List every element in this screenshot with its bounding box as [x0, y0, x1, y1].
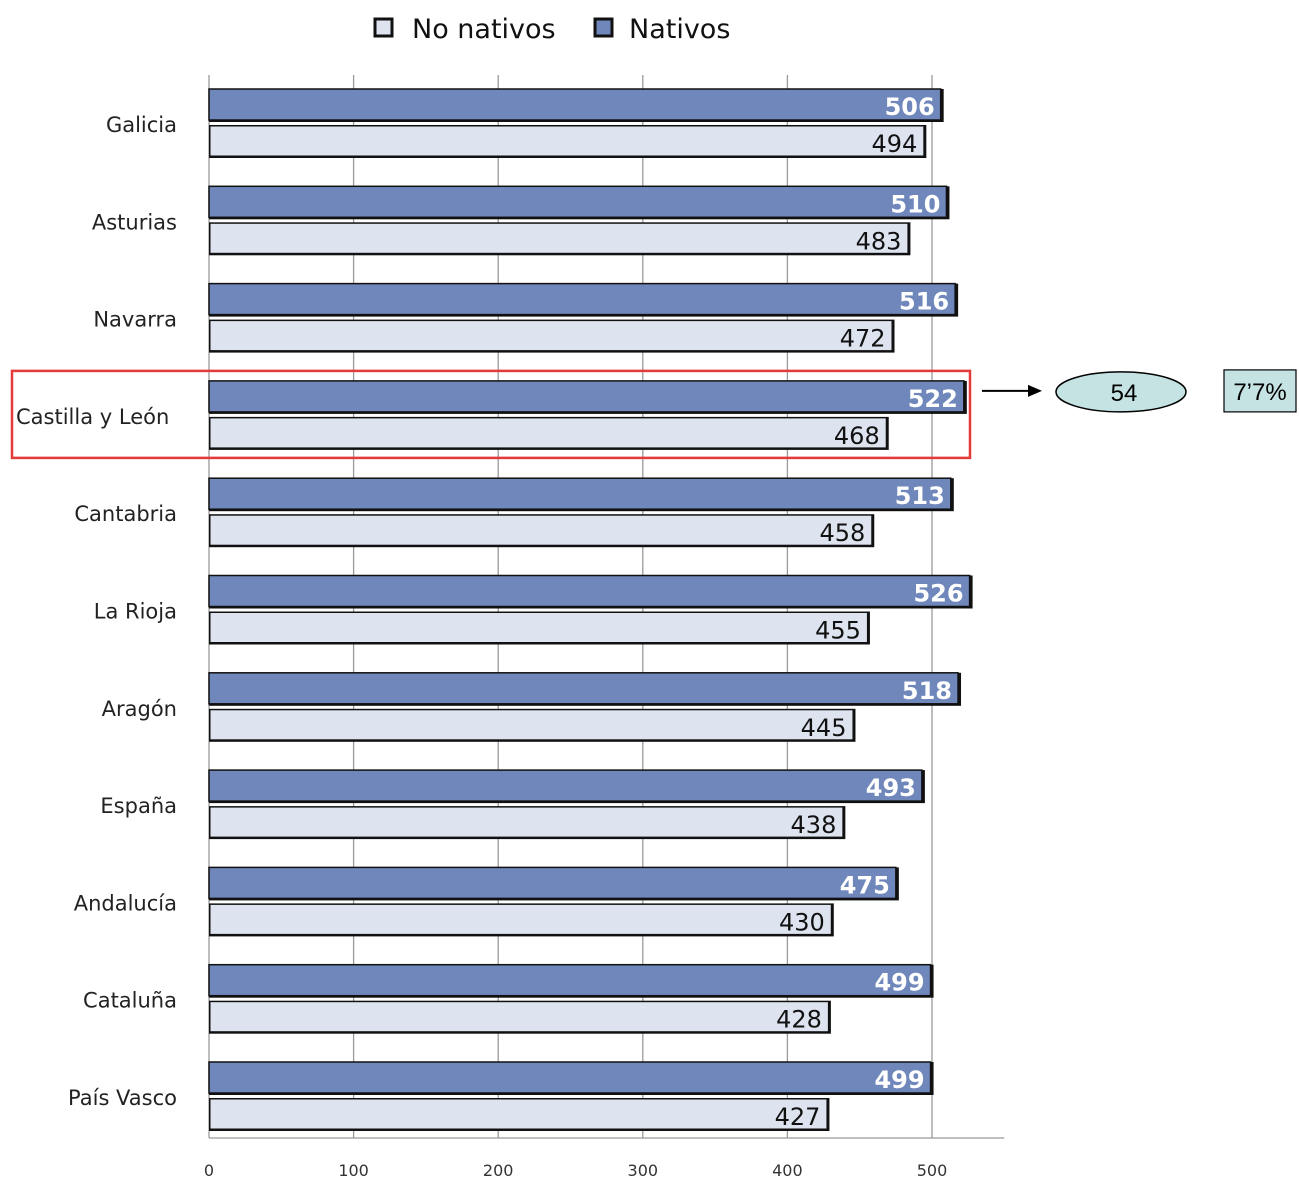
value-label-nativos-cantabria: 513	[895, 482, 945, 510]
category-label-espa-a: España	[100, 794, 177, 818]
category-label-andaluc-a: Andalucía	[74, 891, 177, 915]
x-tick-label-200: 200	[483, 1161, 514, 1180]
category-label-navarra: Navarra	[93, 308, 177, 332]
value-label-no-nativos-pa-s-vasco: 427	[775, 1103, 821, 1131]
difference-bubble	[1055, 371, 1187, 413]
value-label-no-nativos-navarra: 472	[840, 325, 886, 353]
bar-nativos-arag-n	[208, 672, 959, 705]
value-label-nativos-galicia: 506	[885, 93, 935, 121]
bar-no-nativos-espa-a	[210, 807, 843, 837]
bar-no-nativos-andaluc-a	[210, 904, 831, 934]
x-tick-label-400: 400	[772, 1161, 803, 1180]
value-label-nativos-espa-a: 493	[866, 774, 916, 802]
percent-box	[1223, 369, 1297, 413]
bar-nativos-pa-s-vasco	[208, 1061, 932, 1094]
percent-label: 7’7%	[1233, 379, 1286, 406]
x-tick-label-100: 100	[338, 1161, 369, 1180]
highlight-box	[10, 369, 972, 460]
value-label-no-nativos-galicia: 494	[872, 130, 918, 158]
category-label-galicia: Galicia	[106, 113, 177, 137]
bar-no-nativos-la-rioja	[210, 613, 867, 642]
value-label-nativos-navarra: 516	[899, 288, 949, 316]
value-label-no-nativos-catalu-a: 428	[776, 1006, 822, 1034]
value-label-no-nativos-castilla-y-le-n: 468	[834, 422, 880, 450]
highlight-annotation: 54 7’7%	[10, 369, 1297, 460]
value-label-nativos-asturias: 510	[890, 190, 940, 218]
value-label-nativos-la-rioja: 526	[913, 580, 963, 608]
bar-no-nativos-galicia	[210, 126, 924, 156]
bar-no-nativos-cantabria	[210, 515, 872, 545]
value-label-nativos-pa-s-vasco: 499	[874, 1066, 924, 1094]
category-label-pa-s-vasco: País Vasco	[68, 1086, 177, 1110]
value-label-nativos-arag-n: 518	[902, 677, 952, 705]
category-label-cantabria: Cantabria	[74, 502, 177, 526]
bar-no-nativos-arag-n	[210, 710, 853, 740]
bar-nativos-espa-a	[208, 769, 923, 802]
bar-nativos-galicia	[208, 88, 942, 121]
value-label-nativos-castilla-y-le-n: 522	[908, 385, 958, 413]
value-label-no-nativos-andaluc-a: 430	[779, 908, 825, 936]
value-label-nativos-andaluc-a: 475	[840, 871, 890, 899]
x-tick-label-500: 500	[917, 1161, 948, 1180]
value-label-nativos-catalu-a: 499	[874, 969, 924, 997]
x-tick-label-0: 0	[204, 1161, 214, 1180]
category-label-arag-n: Aragón	[102, 697, 177, 721]
bar-nativos-catalu-a	[208, 963, 932, 997]
arrow-head	[1028, 384, 1042, 397]
value-label-no-nativos-cantabria: 458	[819, 519, 865, 547]
legend-label-nativos: Nativos	[629, 14, 730, 45]
value-label-no-nativos-asturias: 483	[856, 227, 902, 255]
bar-nativos-castilla-y-le-n	[208, 380, 965, 413]
x-tick-label-300: 300	[628, 1161, 659, 1180]
difference-label: 54	[1111, 380, 1138, 407]
bars: 506 494 510 483 516 472 522 468 513 458 526 455 518 4…	[208, 88, 973, 1131]
bar-nativos-la-rioja	[208, 574, 971, 608]
category-label-asturias: Asturias	[92, 210, 177, 234]
value-label-no-nativos-arag-n: 445	[801, 714, 847, 742]
value-label-no-nativos-espa-a: 438	[791, 811, 837, 839]
x-axis-ticks: 0 100 200 300 400 500	[204, 1161, 947, 1180]
category-label-castilla-y-le-n: Castilla y León	[16, 405, 169, 429]
bar-nativos-navarra	[208, 282, 956, 316]
legend-swatch-no-nativos	[373, 17, 394, 38]
legend-swatch-nativos	[593, 17, 614, 38]
category-label-la-rioja: La Rioja	[94, 600, 177, 624]
bar-no-nativos-navarra	[210, 321, 892, 351]
bar-no-nativos-pa-s-vasco	[210, 1099, 827, 1129]
legend: No nativos Nativos	[373, 14, 730, 45]
category-label-catalu-a: Cataluña	[83, 989, 177, 1013]
bar-nativos-cantabria	[208, 477, 952, 510]
bar-no-nativos-castilla-y-le-n	[210, 418, 886, 448]
category-labels: Galicia Asturias Navarra Castilla y León Can…	[16, 113, 177, 1110]
bar-no-nativos-catalu-a	[210, 1002, 828, 1032]
value-label-no-nativos-la-rioja: 455	[815, 617, 861, 645]
bar-no-nativos-asturias	[210, 223, 908, 253]
legend-label-no-nativos: No nativos	[412, 14, 556, 45]
bar-nativos-asturias	[208, 185, 948, 219]
bar-nativos-andaluc-a	[208, 866, 897, 900]
